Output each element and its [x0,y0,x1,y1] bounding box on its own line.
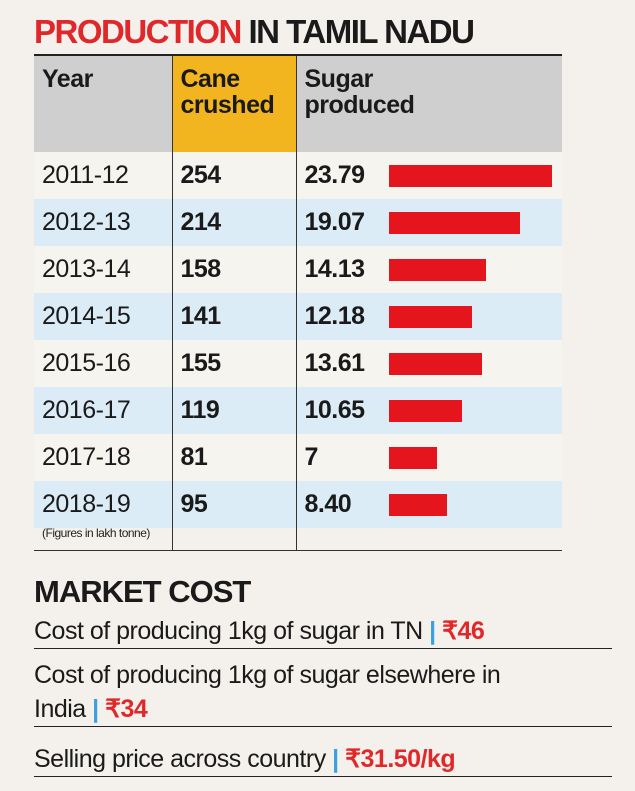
cell-cane-crushed: 158 [172,246,297,293]
sugar-bar [388,353,482,375]
sugar-value-label: 13.61 [304,349,366,377]
title-rest: IN TAMIL NADU [248,13,475,50]
header-row: Year Cane crushed Sugar produced [34,56,562,152]
sugar-bar [388,306,472,328]
sugar-value-label: 23.79 [304,161,366,189]
table-row: 2016-17 119 10.65 [34,387,562,434]
table-row: 2013-14 158 14.13 [34,246,562,293]
footnote-row: (Figures in lakh tonne) [34,518,562,551]
cell-cane-crushed: 95 [172,481,297,528]
sugar-bar [388,212,520,234]
cell-sugar-produced: 8.40 [296,481,562,528]
header-sugar-produced: Sugar produced [296,56,562,152]
sugar-value-label: 14.13 [304,255,366,283]
table-row: 2015-16 155 13.61 [34,340,562,387]
header-year: Year [34,56,173,152]
sugar-value-label: 7 [304,443,319,471]
cell-sugar-produced: 13.61 [296,340,562,387]
cell-year: 2014-15 [34,293,173,340]
cell-year: 2012-13 [34,199,173,246]
cell-sugar-produced: 19.07 [296,199,562,246]
market-cost-title: MARKET COST [34,574,251,609]
cell-year: 2015-16 [34,340,173,387]
sugar-bar [388,447,437,469]
sugar-value-label: 10.65 [304,396,366,424]
cell-cane-crushed: 214 [172,199,297,246]
sugar-bar [388,494,447,516]
chart-title: PRODUCTION IN TAMIL NADU [34,12,475,52]
cell-sugar-produced: 7 [296,434,562,481]
cell-cane-crushed: 141 [172,293,297,340]
sugar-bar [388,165,552,187]
price-value: ₹46 [442,617,485,645]
table-row: 2012-13 214 19.07 [34,199,562,246]
cell-year: 2016-17 [34,387,173,434]
footnote: (Figures in lakh tonne) [42,526,150,540]
cell-year: 2017-18 [34,434,173,481]
header-cane-crushed: Cane crushed [172,56,297,152]
table-row: 2011-12 254 23.79 [34,152,562,199]
sugar-bar [388,400,462,422]
cell-year: 2013-14 [34,246,173,293]
sugar-value-label: 19.07 [304,208,366,236]
sugar-value-label: 12.18 [304,302,366,330]
table-row: 2017-18 81 7 [34,434,562,481]
sugar-value-label: 8.40 [304,490,352,518]
cell-sugar-produced: 14.13 [296,246,562,293]
cell-sugar-produced: 12.18 [296,293,562,340]
market-cost-item: Selling price across country | ₹31.50/kg [34,742,612,777]
market-cost-item: Cost of producing 1kg of sugar in TN | ₹… [34,614,612,649]
production-table: Year Cane crushed Sugar produced 2011-12… [34,56,562,528]
cell-cane-crushed: 254 [172,152,297,199]
title-divider [34,54,562,56]
price-value: ₹34 [105,695,148,723]
sugar-bar [388,259,486,281]
market-cost-item: Cost of producing 1kg of sugar elsewhere… [34,658,612,727]
cell-cane-crushed: 155 [172,340,297,387]
cell-cane-crushed: 119 [172,387,297,434]
cell-sugar-produced: 23.79 [296,152,562,199]
price-value: ₹31.50/kg [345,745,456,773]
title-highlight: PRODUCTION [34,13,242,50]
footnote-divider-2 [296,518,297,550]
footnote-divider-1 [172,518,173,550]
cell-cane-crushed: 81 [172,434,297,481]
table-row: 2018-19 95 8.40 [34,481,562,528]
table-row: 2014-15 141 12.18 [34,293,562,340]
cell-year: 2011-12 [34,152,173,199]
cell-year: 2018-19 [34,481,173,528]
cell-sugar-produced: 10.65 [296,387,562,434]
